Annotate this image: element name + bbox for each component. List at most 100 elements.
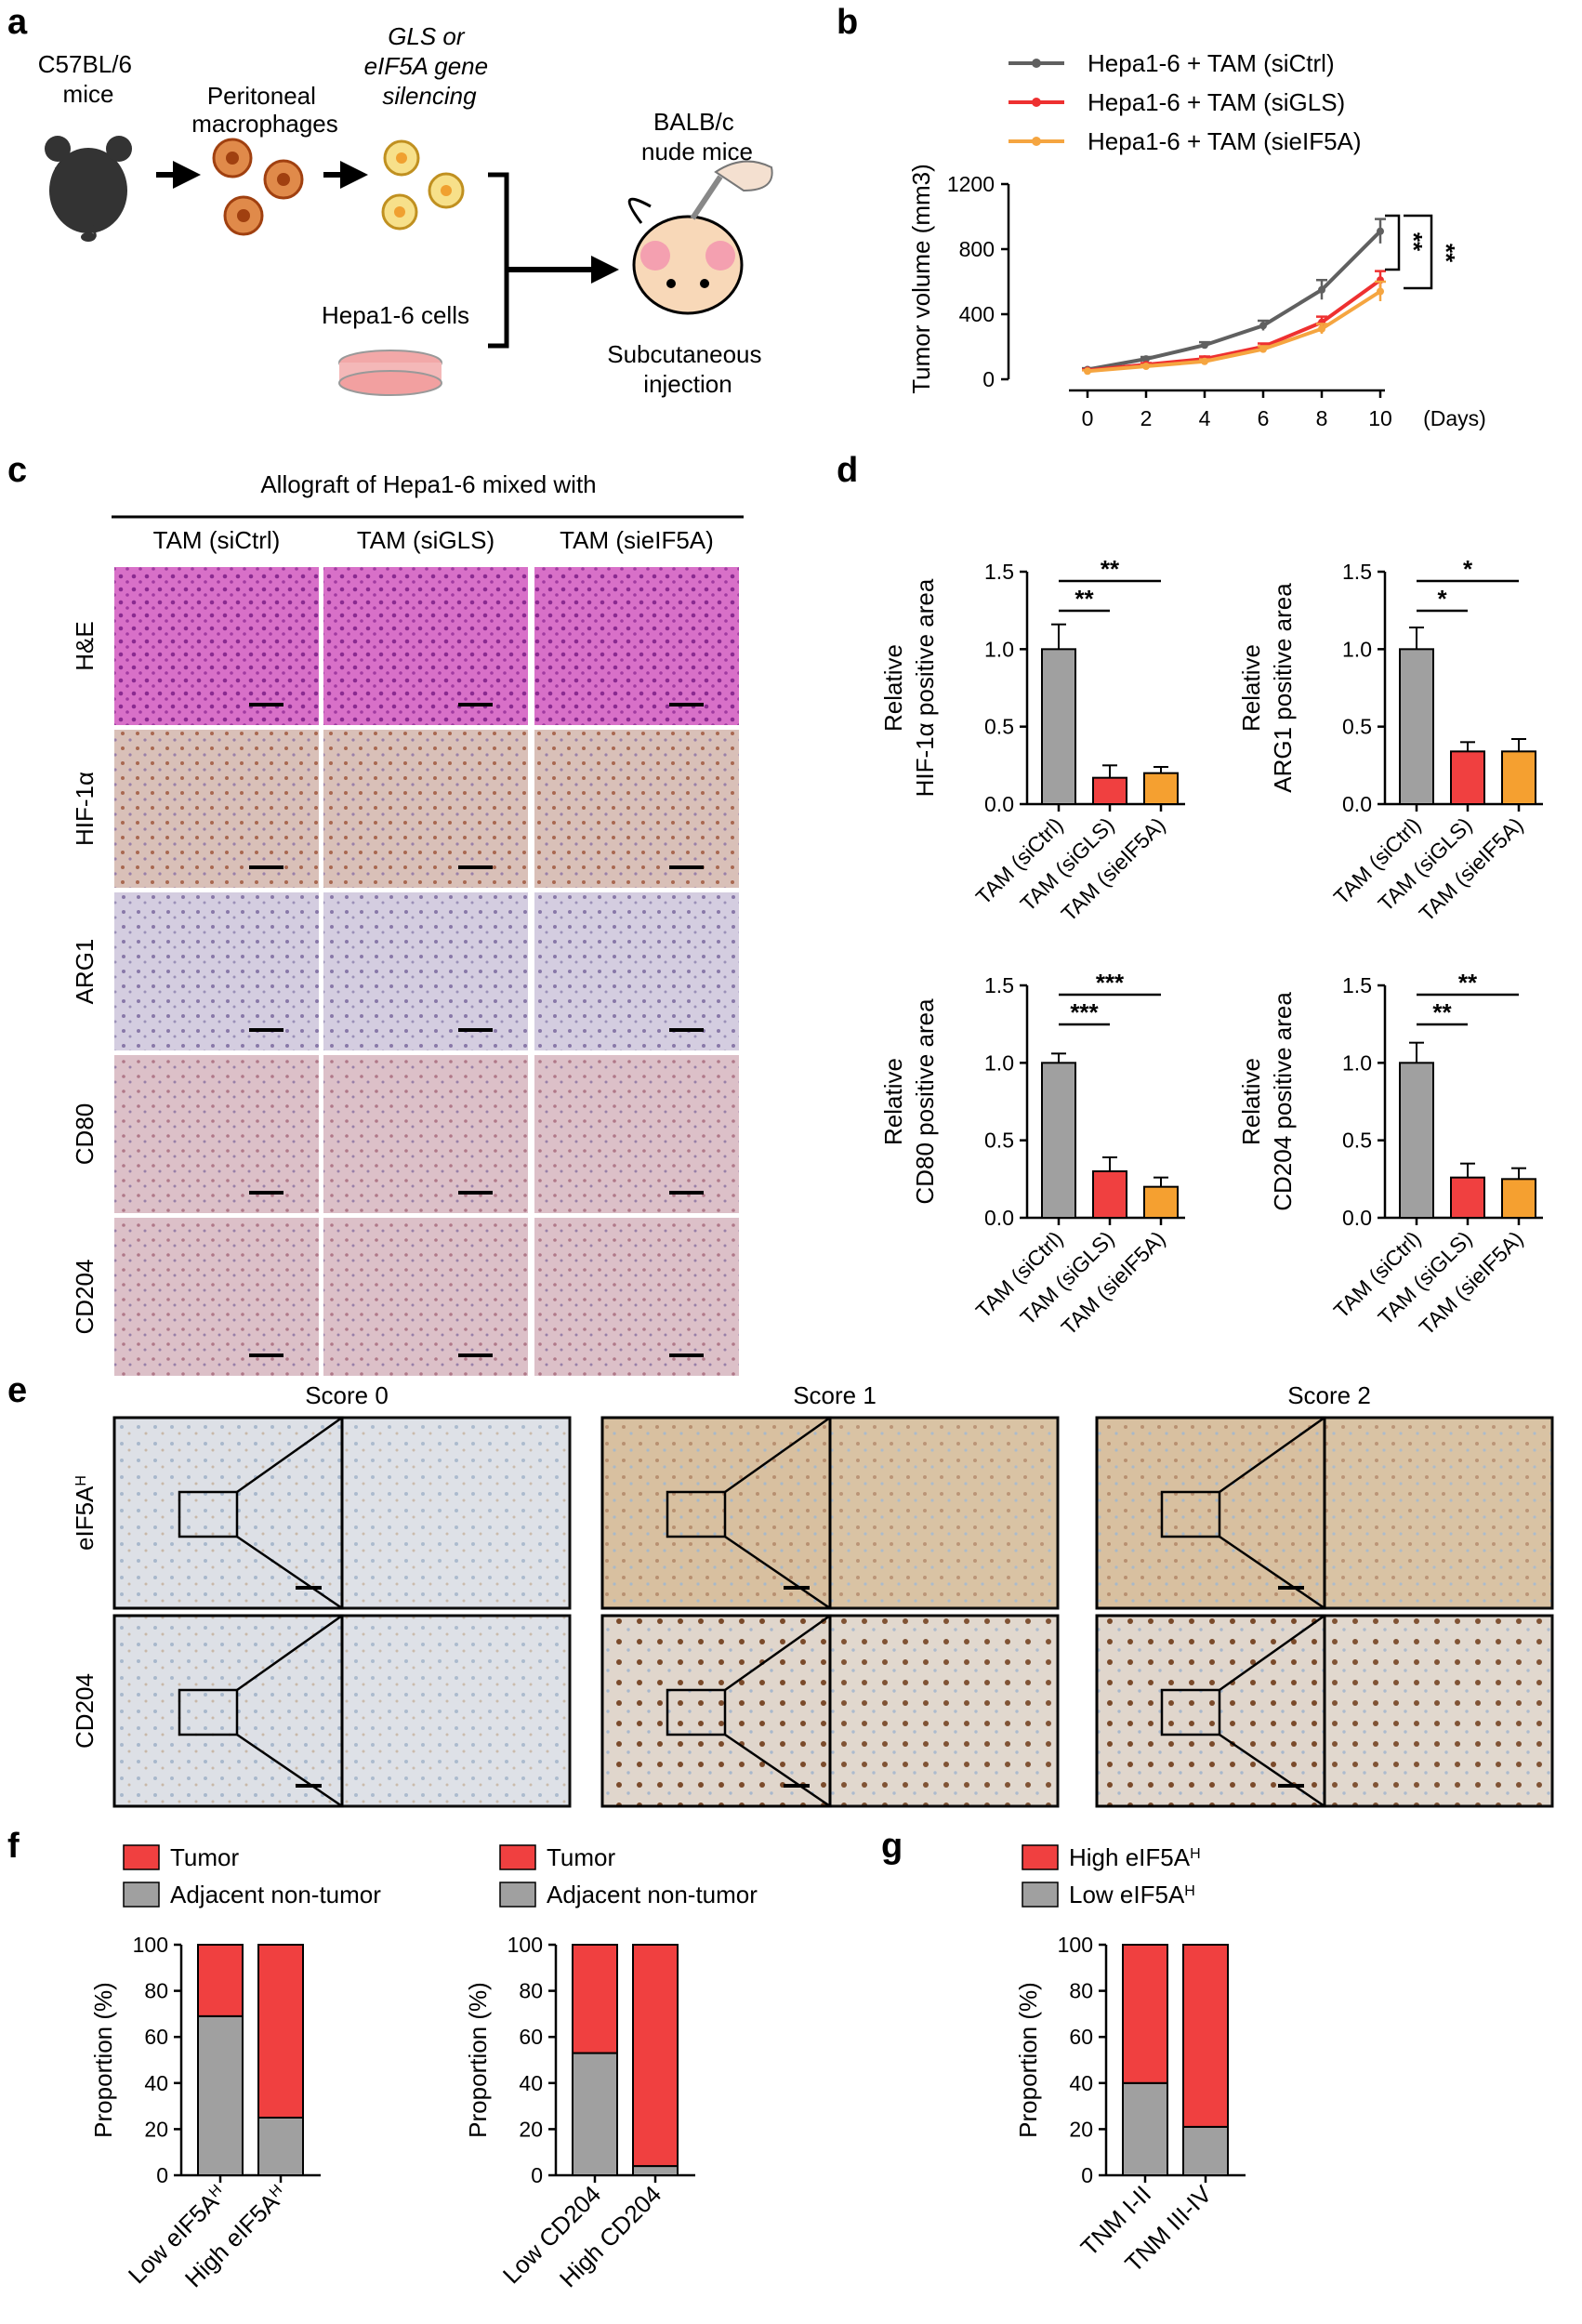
row-label-4: CD204 xyxy=(71,1260,99,1335)
chart-d1-y-label-line1: HIF-1α positive area xyxy=(911,578,939,797)
ihc-image xyxy=(534,567,739,725)
chart-d2-y-tick-label: 1.5 xyxy=(1342,560,1372,584)
column-header-1: TAM (siGLS) xyxy=(357,526,494,554)
chart-f1-legend-swatch-1 xyxy=(123,1882,160,1908)
x-tick-label: 8 xyxy=(1316,406,1328,430)
chart-f1-bar-lower-1 xyxy=(257,2117,304,2176)
chart-d2-y-tick-label: 1.0 xyxy=(1342,637,1372,661)
zoom-line xyxy=(724,1416,831,1494)
data-point xyxy=(1142,355,1150,363)
chart-d1-y-label-line0: Relative xyxy=(879,644,907,732)
ihc-image xyxy=(114,1055,319,1213)
sig-bracket-1 xyxy=(1385,214,1401,271)
data-point xyxy=(1201,341,1208,350)
chart-f1-legend-swatch-0 xyxy=(123,1844,160,1870)
ihc-zoom-image xyxy=(1323,1614,1554,1808)
row-label-1: CD204 xyxy=(71,1673,99,1749)
zoom-box xyxy=(666,1688,727,1736)
chart-f1-y-tick-label: 40 xyxy=(144,2071,168,2095)
legend-superscript: H xyxy=(1190,1846,1201,1862)
label-macrophages: Peritoneal macrophages xyxy=(191,82,338,138)
x-tick-label: 2 xyxy=(1140,406,1153,430)
row-label-0: eIF5AH xyxy=(71,1475,99,1551)
data-point xyxy=(1259,322,1267,330)
chart-d4-bar-1 xyxy=(1450,1176,1485,1219)
panel-c-image-grid: TAM (siCtrl) TAM (siGLS) TAM (sieIF5A) H&E H… xyxy=(71,526,739,1376)
zoom-line xyxy=(724,1535,831,1610)
ihc-image xyxy=(114,730,319,888)
ihc-overview-image xyxy=(600,1416,832,1610)
ihc-overview-image xyxy=(112,1614,344,1808)
chart-f2-y-tick-label: 40 xyxy=(519,2071,543,2095)
ihc-image xyxy=(114,567,319,725)
column-header-2: TAM (sieIF5A) xyxy=(560,526,714,554)
label-mouse1-line2: mice xyxy=(63,80,114,108)
chart-g-bar-upper-0 xyxy=(1122,1944,1168,2084)
chart-d3-y-tick-label: 0.5 xyxy=(984,1129,1014,1153)
panel-e-ihc-scores: Score 0 Score 1 Score 2 eIF5AH CD204 xyxy=(71,1381,1554,1808)
data-point xyxy=(1377,227,1384,235)
label-silencing-line3: silencing xyxy=(382,82,477,110)
y-tick-label: 400 xyxy=(959,302,995,326)
score-header-2: Score 2 xyxy=(1287,1381,1371,1409)
chart-f2-y-tick-label: 20 xyxy=(519,2117,543,2141)
chart-g-bar-lower-0 xyxy=(1122,2081,1168,2177)
zoom-line xyxy=(1219,1614,1325,1692)
data-point xyxy=(1084,367,1091,376)
chart-g-y-tick-label: 0 xyxy=(1081,2163,1093,2187)
chart-f2-legend-label-0: Tumor xyxy=(547,1843,615,1871)
chart-f2-bar-upper-1 xyxy=(632,1944,679,2168)
chart-f2-legend-label-1: Adjacent non-tumor xyxy=(547,1881,758,1908)
panel-letter-a: a xyxy=(7,3,28,42)
label-injection: Subcutaneous injection xyxy=(607,340,768,398)
panel-letter-d: d xyxy=(837,451,858,490)
chart-d4-y-tick-label: 1.0 xyxy=(1342,1050,1372,1075)
chart-d4-y-tick-label: 1.5 xyxy=(1342,973,1372,997)
zoom-line xyxy=(236,1535,343,1610)
chart-d4-y-tick-label: 0.5 xyxy=(1342,1129,1372,1153)
chart-d4-y-tick-label: 0.0 xyxy=(1342,1206,1372,1230)
zoom-box xyxy=(178,1490,239,1538)
chart-f1-bar-lower-0 xyxy=(197,2014,244,2176)
ihc-image xyxy=(114,892,319,1050)
zoom-line xyxy=(724,1614,831,1692)
panel-letter-c: c xyxy=(7,451,27,490)
chart-f1-bar-upper-1 xyxy=(257,1944,304,2119)
chart-g-y-tick-label: 80 xyxy=(1069,1979,1093,2003)
chart-d3-y-tick-label: 1.0 xyxy=(984,1050,1014,1075)
ihc-overview-image xyxy=(112,1416,344,1610)
chart-f2-y-tick-label: 80 xyxy=(519,1979,543,2003)
label-silencing-line1: GLS or xyxy=(388,22,466,50)
x-axis-label: (Days) xyxy=(1423,406,1486,430)
data-point xyxy=(1142,363,1150,370)
score-header-1: Score 1 xyxy=(793,1381,877,1409)
ihc-zoom-image xyxy=(340,1416,572,1610)
label-silencing: GLS or eIF5A gene silencing xyxy=(364,22,495,110)
label-injection-line2: injection xyxy=(643,370,732,398)
chart-f1-legend-label-0: Tumor xyxy=(170,1843,239,1871)
mouse-dark-icon xyxy=(45,136,132,242)
zoom-line xyxy=(1219,1733,1325,1808)
chart-f2-y-tick-label: 60 xyxy=(519,2025,543,2049)
ihc-zoom-image xyxy=(828,1416,1060,1610)
legend-marker-0 xyxy=(1032,59,1041,68)
chart-d3-bar-2 xyxy=(1143,1185,1179,1219)
silenced-cells-icon xyxy=(381,139,465,231)
chart-f1-y-tick-label: 100 xyxy=(133,1933,168,1957)
chart-g-y-tick-label: 20 xyxy=(1069,2117,1093,2141)
culture-dish-icon xyxy=(338,350,442,396)
chart-f2-bar-lower-0 xyxy=(572,2052,618,2177)
chart-f2-legend-swatch-0 xyxy=(499,1844,536,1870)
ihc-image xyxy=(323,730,528,888)
zoom-line xyxy=(236,1614,343,1692)
chart-f2-bar-upper-0 xyxy=(572,1944,618,2054)
data-point xyxy=(1201,357,1208,365)
chart-f1-y-tick-label: 60 xyxy=(144,2025,168,2049)
row-label-2: ARG1 xyxy=(71,939,99,1005)
data-point xyxy=(1318,324,1325,333)
label-mouse2: BALB/c nude mice xyxy=(641,108,753,165)
chart-d1-sig-label-2: ** xyxy=(1101,555,1120,583)
sig-bracket-2 xyxy=(1404,214,1433,290)
chart-d4-bar-2 xyxy=(1501,1178,1536,1220)
